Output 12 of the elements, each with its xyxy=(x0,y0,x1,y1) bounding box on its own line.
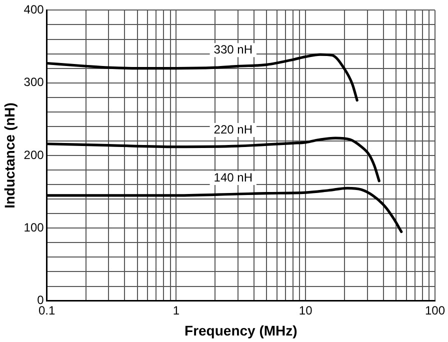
x-tick-label: 1 xyxy=(172,303,180,318)
series-label: 140 nH xyxy=(214,170,252,184)
y-tick-label: 200 xyxy=(24,148,44,162)
y-tick-label: 400 xyxy=(24,2,44,17)
y-axis-title: Inductance (nH) xyxy=(1,102,18,208)
series-label: 330 nH xyxy=(214,42,252,56)
x-axis-title: Frequency (MHz) xyxy=(184,322,298,338)
y-tick-label: 100 xyxy=(24,220,44,234)
series-label: 220 nH xyxy=(214,122,252,136)
x-tick-label: 100 xyxy=(424,303,446,318)
y-tick-label: 300 xyxy=(24,75,44,90)
x-tick-label: 10 xyxy=(298,303,313,318)
